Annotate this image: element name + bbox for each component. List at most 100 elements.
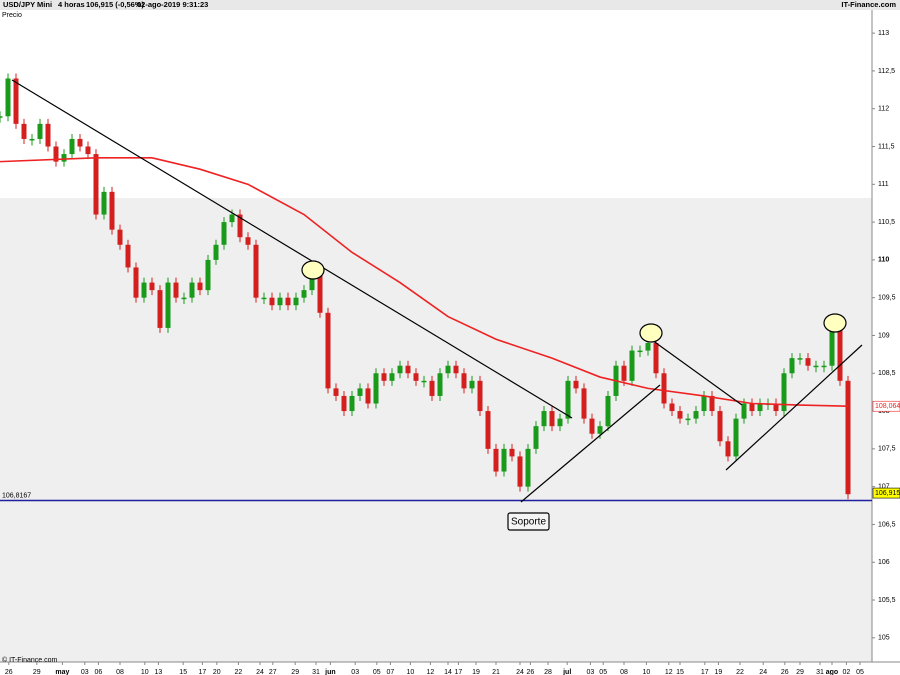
x-tick-label: 03: [587, 669, 595, 675]
candle: [661, 373, 667, 404]
candle: [277, 297, 283, 306]
candle: [629, 350, 635, 381]
candle: [573, 380, 579, 389]
candle: [589, 418, 595, 434]
candle: [389, 373, 395, 381]
highlight-circle: [301, 260, 325, 280]
candle: [373, 373, 379, 404]
candle: [773, 403, 779, 412]
candle: [725, 441, 731, 457]
candle: [501, 448, 507, 472]
candle: [445, 365, 451, 374]
candle: [85, 146, 91, 155]
candle: [77, 138, 83, 147]
y-tick-label: 109: [878, 332, 890, 339]
quote: 106,915 (-0,56%): [86, 0, 144, 9]
candle: [341, 395, 347, 412]
y-tick-label: 110,5: [878, 219, 895, 226]
last-value-label: 108,064: [875, 403, 900, 410]
x-tick-label: 15: [676, 669, 684, 675]
candle: [261, 297, 267, 300]
candle: [405, 365, 411, 374]
x-tick-label: jul: [562, 669, 571, 675]
footer: © IT-Finance.com: [2, 656, 58, 664]
candle: [797, 358, 803, 360]
candle: [437, 373, 443, 396]
candle: [149, 282, 155, 291]
x-tick-label: 28: [544, 669, 552, 675]
candle: [0, 116, 3, 118]
candle: [221, 222, 227, 245]
last-value-label: 106,915: [875, 490, 900, 497]
plot: 105105,5106106,5107107,5108108,5109109,5…: [0, 30, 900, 675]
x-tick-label: ago: [826, 669, 838, 675]
y-tick-label: 111: [878, 181, 889, 188]
last-value-box: [872, 400, 900, 412]
candle: [677, 411, 683, 419]
candle: [189, 282, 195, 298]
support-label: 106,8167: [2, 492, 31, 499]
candle: [237, 214, 243, 238]
candle: [245, 237, 251, 245]
candle: [109, 191, 115, 230]
x-tick-label: 27: [269, 669, 277, 675]
x-tick-label: 31: [816, 669, 824, 675]
candle: [493, 448, 499, 472]
x-tick-label: 07: [387, 669, 395, 675]
x-tick-label: 03: [351, 669, 359, 675]
candle: [813, 365, 819, 368]
candle: [461, 373, 467, 389]
candle: [517, 456, 523, 487]
x-tick-label: 21: [492, 669, 500, 675]
moving-average: [0, 157, 849, 408]
candle: [269, 297, 275, 306]
x-tick-label: 26: [781, 669, 789, 675]
candle: [741, 403, 747, 419]
candle: [645, 343, 651, 351]
candle: [581, 388, 587, 419]
y-tick-label: 107,5: [878, 446, 896, 453]
y-tick-label: 107: [878, 483, 890, 490]
candle: [381, 373, 387, 381]
candle: [93, 154, 99, 215]
shaded-zone: [0, 198, 872, 662]
candle: [469, 380, 475, 389]
x-tick-label: 29: [796, 669, 804, 675]
candle: [781, 373, 787, 412]
candle: [133, 267, 139, 298]
candle: [181, 297, 187, 300]
y-tick-label: 110: [878, 257, 889, 264]
last-value-box: [872, 487, 900, 499]
x-tick-label: 24: [759, 669, 767, 675]
candle: [317, 275, 323, 313]
annotation-box: [507, 512, 550, 531]
y-tick-label: 112: [878, 106, 889, 113]
candle: [669, 403, 675, 412]
x-tick-label: 10: [643, 669, 651, 675]
x-tick-label: 02: [843, 669, 851, 675]
candle: [293, 297, 299, 306]
candle: [213, 244, 219, 260]
candle: [45, 123, 51, 147]
x-tick-label: 08: [116, 669, 124, 675]
candle: [653, 343, 659, 374]
y-tick-label: 111,5: [878, 143, 895, 150]
candle: [829, 327, 835, 366]
candle: [717, 411, 723, 442]
trendline: [725, 344, 863, 471]
x-tick-label: 17: [701, 669, 709, 675]
x-tick-label: may: [55, 669, 69, 675]
x-tick-label: 12: [665, 669, 673, 675]
highlight-circle: [823, 313, 847, 333]
candle: [605, 395, 611, 427]
candle: [805, 358, 811, 366]
candle: [349, 395, 355, 412]
candle: [333, 388, 339, 396]
candle: [197, 282, 203, 291]
candle: [13, 78, 19, 124]
candle: [821, 365, 827, 368]
x-tick-label: 05: [599, 669, 607, 675]
x-tick-label: 10: [141, 669, 149, 675]
candle: [637, 350, 643, 353]
